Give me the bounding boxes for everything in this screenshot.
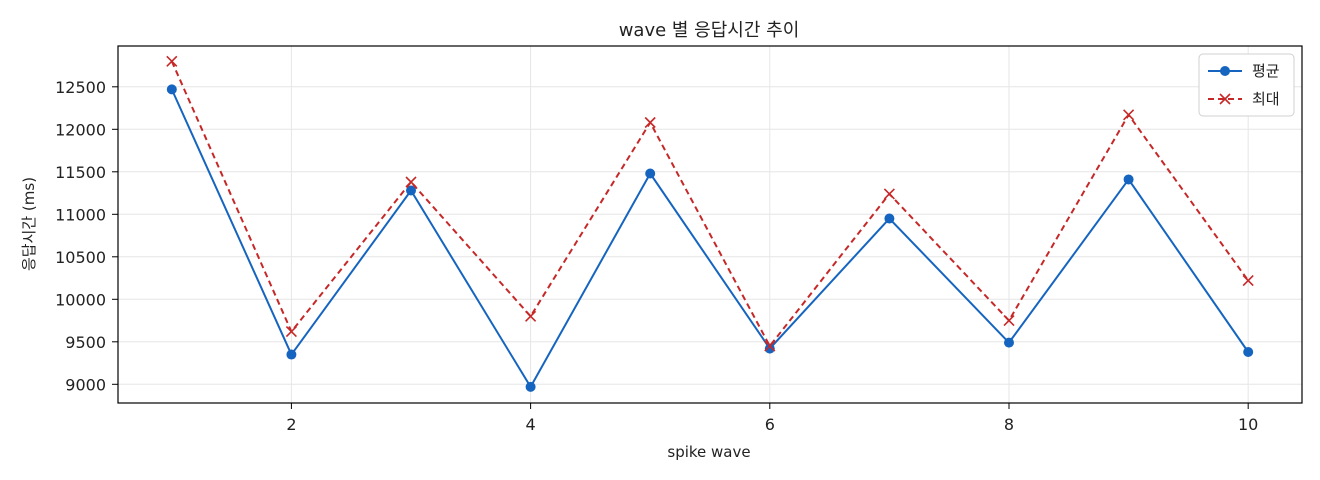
series-0-point — [1123, 174, 1134, 185]
series-1-point — [525, 310, 537, 322]
y-tick-label: 10000 — [55, 290, 106, 309]
x-tick-label: 2 — [286, 415, 296, 434]
y-tick-label: 11000 — [55, 205, 106, 224]
y-tick-label: 12500 — [55, 78, 106, 97]
x-tick-label: 4 — [526, 415, 536, 434]
legend-marker-series-1 — [1219, 93, 1231, 105]
series-1-point-stroke — [405, 176, 417, 188]
series-1-point-stroke — [166, 55, 178, 67]
series-0-point — [406, 185, 417, 196]
series-1-point — [764, 340, 776, 352]
series-0-point — [884, 213, 895, 224]
legend: 평균 최대 — [1198, 53, 1295, 117]
series-1-point — [166, 55, 178, 67]
series-1-point — [1123, 109, 1135, 121]
series-0-point — [1003, 337, 1014, 348]
legend-box — [1198, 53, 1295, 117]
y-axis-title: 응답시간 (ms) — [20, 177, 38, 271]
series-line-0 — [170, 88, 1250, 388]
x-tick-label: 8 — [1004, 415, 1014, 434]
y-tick-label: 9500 — [65, 333, 106, 352]
series-0-point — [645, 168, 656, 179]
series-1-point — [285, 326, 297, 338]
series-1-point-stroke — [285, 326, 297, 338]
series-1-point-stroke — [1003, 314, 1015, 327]
series-0-point — [166, 84, 177, 95]
series-1-point-stroke — [1242, 275, 1254, 287]
series-0-point — [1243, 347, 1254, 357]
legend-marker-series-0 — [1220, 66, 1230, 76]
legend-label-series-0: 평균 — [1252, 62, 1280, 80]
series-1-point-stroke — [883, 188, 895, 200]
series-1-point — [883, 188, 895, 200]
series-line-1 — [170, 60, 1249, 348]
y-tick-label: 12000 — [55, 120, 106, 139]
x-axis-title: spike wave — [667, 443, 750, 461]
series-0-point — [764, 343, 775, 354]
series-1-point-stroke — [764, 340, 776, 352]
legend-x-marker — [1219, 93, 1231, 105]
series-1-point — [1242, 275, 1254, 287]
y-tick-label: 9000 — [65, 375, 106, 394]
y-tick-label: 11500 — [55, 163, 106, 182]
y-tick-label: 10500 — [55, 248, 106, 267]
legend-x-marker-stroke — [1219, 93, 1231, 105]
series-1-point-stroke — [525, 310, 537, 322]
series-1-point — [1003, 314, 1015, 327]
plot-area-frame — [117, 45, 1303, 404]
series-1-point-stroke — [644, 116, 656, 129]
x-tick-label: 10 — [1238, 415, 1258, 434]
grid-layer — [118, 46, 1302, 403]
chart-title: wave 별 응답시간 추이 — [619, 20, 800, 41]
x-tick-label: 6 — [765, 415, 775, 434]
series-0-point — [525, 381, 536, 392]
series-0-point — [286, 349, 297, 360]
series-1-point — [405, 176, 417, 188]
tick-layer: 2 4 6 8 10 9000 9500 10000 10500 11000 11500 12000 1… — [55, 78, 1258, 434]
legend-label-series-1: 최대 — [1252, 90, 1280, 108]
series-1-point — [644, 116, 656, 129]
series-layer — [166, 55, 1254, 392]
series-1-point-stroke — [1123, 109, 1135, 121]
